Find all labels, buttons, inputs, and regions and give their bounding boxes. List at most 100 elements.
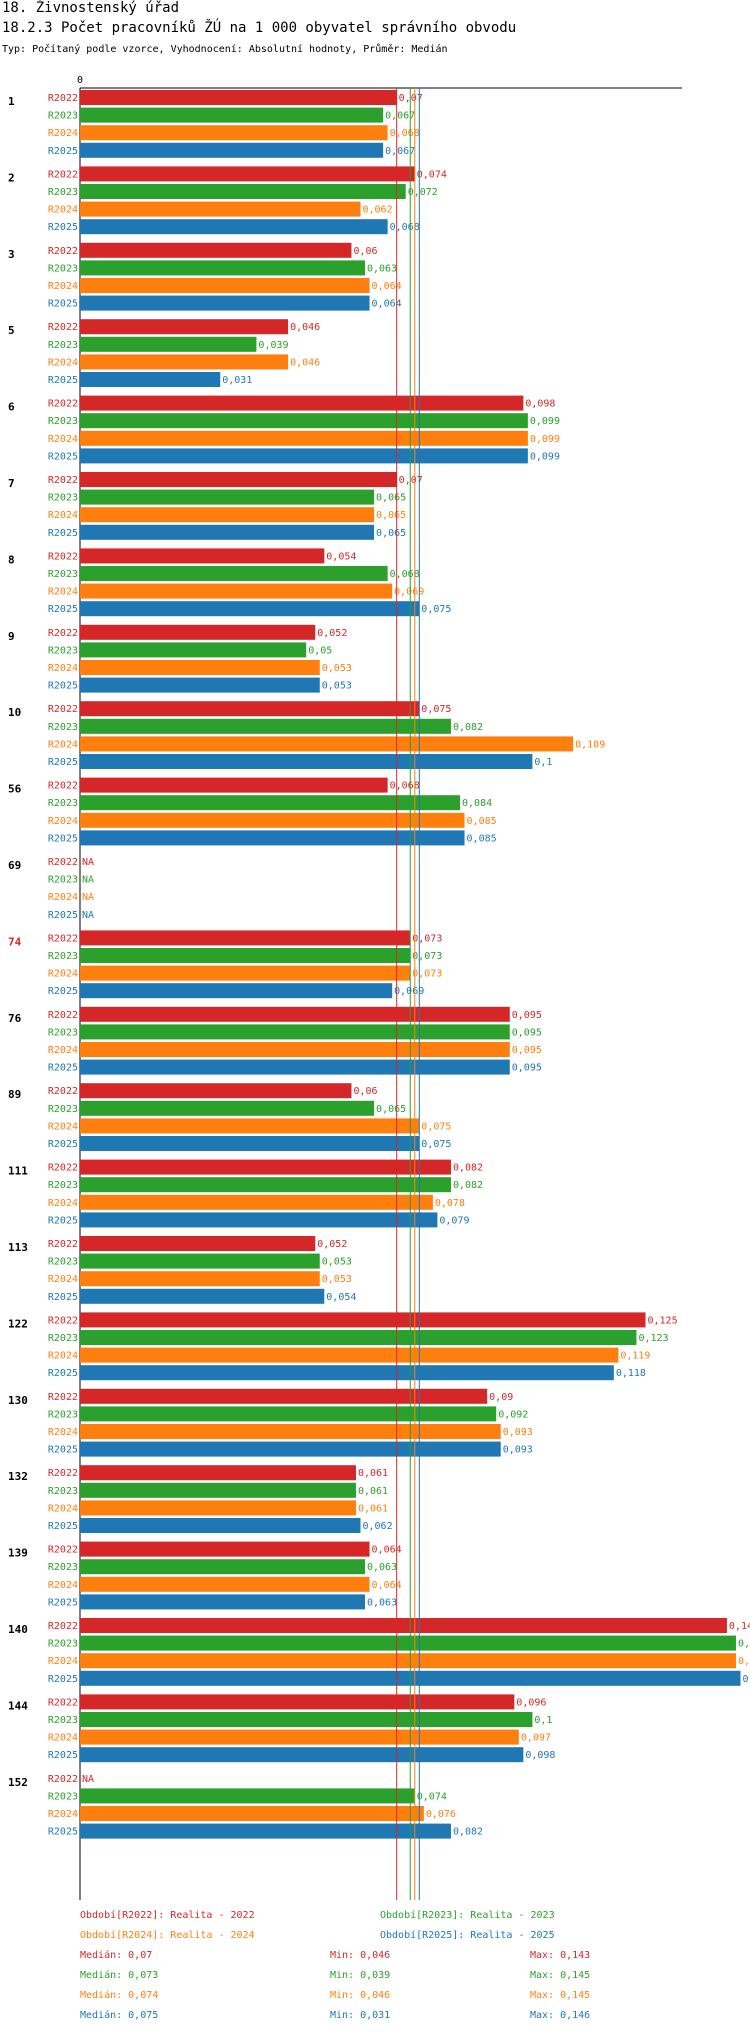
stat-median: Medián: 0,074 [80, 1990, 159, 2001]
bar [80, 125, 388, 141]
stat-min: Min: 0,039 [330, 1970, 391, 1981]
data-label: 0,065 [376, 493, 406, 504]
bar [80, 278, 370, 293]
bar [80, 1136, 420, 1151]
bar [80, 1330, 637, 1345]
series-label: R2024 [48, 281, 78, 292]
series-label: R2024 [48, 663, 78, 674]
x-axis-zero-label: 0 [77, 75, 83, 86]
data-label: 0,053 [322, 663, 352, 674]
data-label: NA [82, 875, 94, 886]
data-label: 0,095 [512, 1045, 542, 1056]
series-label: R2023 [48, 798, 78, 809]
data-label: 0,095 [512, 1010, 542, 1021]
data-label: 0,145 [738, 1656, 750, 1667]
data-label: 0,067 [385, 111, 415, 122]
bar [80, 1729, 519, 1745]
bar [80, 930, 411, 946]
series-label: R2022 [48, 1697, 78, 1708]
bar [80, 736, 574, 752]
bar [80, 642, 307, 658]
bar [80, 1388, 488, 1404]
bar [80, 1159, 451, 1175]
bar [80, 1177, 451, 1193]
bar [80, 489, 375, 505]
bar [80, 812, 465, 828]
data-label: 0,067 [385, 146, 415, 157]
bar [80, 166, 415, 182]
series-label: R2024 [48, 434, 78, 445]
data-label: 0,06 [353, 246, 377, 257]
group-label: 152 [8, 1776, 28, 1789]
data-label: 0,093 [503, 1445, 533, 1456]
group-label: 1 [8, 95, 15, 108]
series-label: R2023 [48, 1104, 78, 1115]
bar [80, 1441, 501, 1457]
data-label: 0,074 [417, 1791, 447, 1802]
data-label: 0,064 [372, 1580, 402, 1591]
series-label: R2023 [48, 1409, 78, 1420]
data-label: 0,073 [412, 951, 442, 962]
data-label: 0,069 [394, 986, 424, 997]
bar [80, 201, 361, 217]
data-label: 0,039 [258, 340, 288, 351]
data-label: 0,073 [412, 933, 442, 944]
series-label: R2024 [48, 1809, 78, 1820]
bar [80, 1694, 515, 1710]
series-label: R2023 [48, 187, 78, 198]
data-label: 0,05 [308, 645, 332, 656]
series-label: R2024 [48, 1733, 78, 1744]
series-label: R2022 [48, 1239, 78, 1250]
series-label: R2023 [48, 111, 78, 122]
data-label: 0,079 [439, 1215, 469, 1226]
series-label: R2023 [48, 1486, 78, 1497]
series-label: R2022 [48, 1163, 78, 1174]
series-label: R2023 [48, 722, 78, 733]
series-label: R2022 [48, 1621, 78, 1632]
series-label: R2025 [48, 146, 78, 157]
series-label: R2025 [48, 375, 78, 386]
series-label: R2022 [48, 781, 78, 792]
stat-max: Max: 0,143 [530, 1950, 591, 1961]
series-label: R2023 [48, 340, 78, 351]
bar [80, 1059, 510, 1075]
series-label: R2022 [48, 933, 78, 944]
series-label: R2022 [48, 704, 78, 715]
group-label: 2 [8, 171, 15, 184]
bar [80, 90, 397, 105]
bar [80, 1006, 510, 1022]
bar [80, 1712, 533, 1727]
bar [80, 1042, 510, 1057]
series-label: R2022 [48, 1545, 78, 1556]
group-label: 9 [8, 630, 15, 643]
data-label: 0,072 [408, 187, 438, 198]
group-label: 122 [8, 1317, 28, 1330]
group-label: 76 [8, 1012, 22, 1025]
group-label: 144 [8, 1699, 28, 1712]
data-label: 0,074 [417, 169, 447, 180]
bar [80, 1100, 375, 1116]
series-label: R2024 [48, 892, 78, 903]
stat-median: Medián: 0,073 [80, 1970, 159, 1981]
chart-description: Typ: Počítaný podle vzorce, Vyhodnocení:… [2, 44, 448, 55]
series-label: R2024 [48, 816, 78, 827]
series-label: R2022 [48, 1468, 78, 1479]
series-label: R2022 [48, 93, 78, 104]
series-label: R2023 [48, 1180, 78, 1191]
bar [80, 754, 533, 769]
series-label: R2024 [48, 739, 78, 750]
data-label: 0,061 [358, 1486, 388, 1497]
series-label: R2024 [48, 1580, 78, 1591]
bar [80, 583, 393, 599]
data-label: 0,082 [453, 1827, 483, 1838]
group-label: 111 [8, 1165, 28, 1178]
data-label: 0,109 [575, 739, 605, 750]
data-label: 0,065 [376, 528, 406, 539]
data-label: 0,082 [453, 1180, 483, 1191]
data-label: 0,098 [525, 1750, 555, 1761]
series-label: R2022 [48, 628, 78, 639]
bar [80, 319, 289, 335]
bar [80, 507, 375, 523]
bar [80, 1747, 524, 1763]
bar [80, 1365, 614, 1381]
